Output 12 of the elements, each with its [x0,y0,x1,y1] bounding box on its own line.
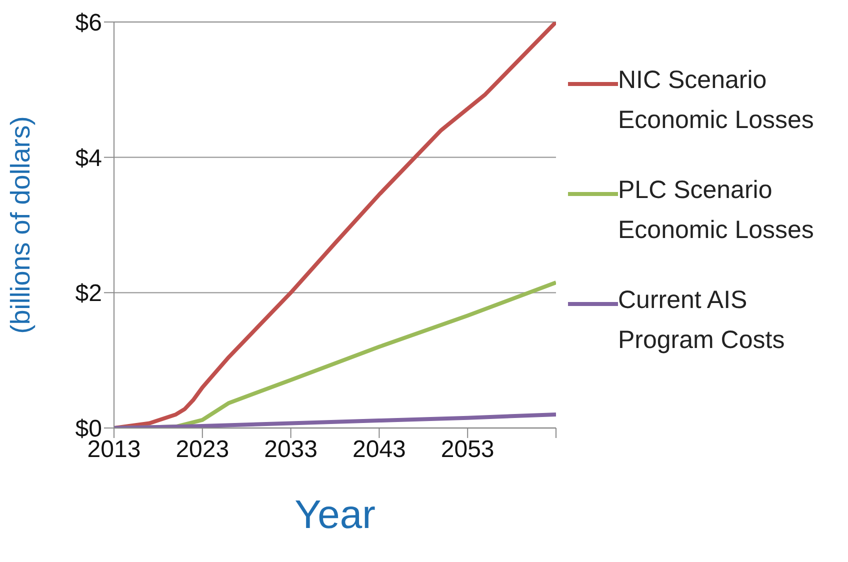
legend-label: NIC Scenario Economic Losses [618,65,815,136]
legend-label: PLC Scenario Economic Losses [618,175,815,246]
y-tick-label: $2 [75,280,102,308]
legend-label: Current AIS Program Costs [618,285,786,356]
x-tick-label: 2023 [176,436,230,464]
x-tick-label: 2033 [264,436,318,464]
x-axis-title: Year [294,493,376,537]
x-tick-label: 2053 [440,436,494,464]
x-tick-label: 2043 [352,436,406,464]
y-tick-label: $4 [75,144,102,172]
y-tick-label: $6 [75,10,102,37]
y-axis-title: (billions of dollars) [6,116,36,334]
